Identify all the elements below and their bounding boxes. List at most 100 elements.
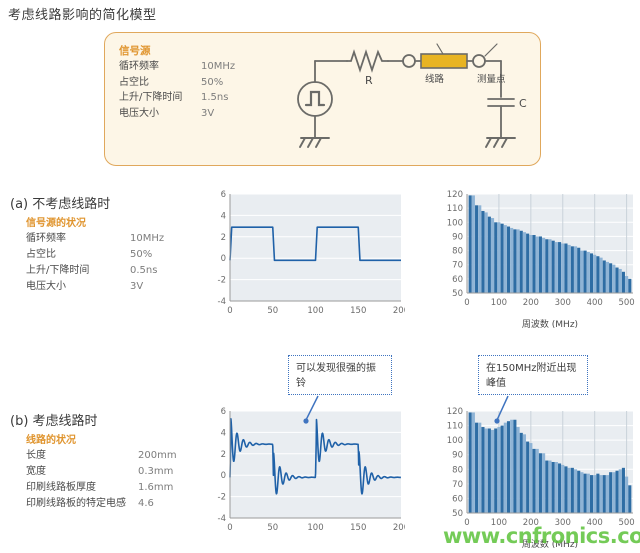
transmission-line-label: 线路 (425, 74, 445, 85)
svg-text:400: 400 (587, 298, 603, 308)
svg-text:100: 100 (447, 218, 463, 228)
svg-text:2: 2 (221, 450, 226, 460)
svg-text:90: 90 (452, 232, 463, 242)
chart-a-waveform: -4 -2 0 2 4 6 0 50 100 150 200 (200, 188, 405, 323)
svg-text:0: 0 (464, 518, 469, 528)
svg-text:70: 70 (452, 261, 463, 271)
svg-text:-2: -2 (218, 276, 226, 286)
section-b-subtitle: 线路的状况 (26, 435, 76, 446)
spec-row: 长度 200mm (26, 448, 177, 464)
svg-text:-4: -4 (218, 514, 226, 524)
svg-text:100: 100 (491, 298, 507, 308)
svg-text:50: 50 (452, 289, 463, 299)
svg-text:80: 80 (452, 247, 463, 257)
svg-text:500: 500 (618, 298, 634, 308)
svg-text:-4: -4 (218, 297, 226, 307)
spec-key: 占空比 (119, 76, 149, 88)
svg-text:60: 60 (452, 494, 463, 504)
section-b-title: (b) 考虑线路时 (10, 414, 98, 429)
capacitor-label: C (519, 97, 527, 110)
spec-value: 0.5ns (130, 265, 158, 276)
svg-text:周波数 (MHz): 周波数 (MHz) (522, 318, 578, 330)
spec-key: 循环频率 (119, 61, 159, 72)
spec-key: 长度 (26, 450, 46, 461)
svg-text:400: 400 (587, 518, 603, 528)
spec-key: 占空比 (26, 249, 56, 260)
section-a-title: (a) 不考虑线路时 (10, 197, 111, 212)
svg-text:4: 4 (221, 211, 226, 221)
spec-row: 电压大小 3V (26, 279, 164, 295)
section-a-spec-list: 循环频率 10MHz 占空比 50% 上升/下降时间 0.5ns 电压大小 3V (26, 231, 164, 295)
svg-text:0: 0 (464, 298, 469, 308)
svg-text:50: 50 (267, 523, 278, 533)
panel-heading: 信号源 (119, 45, 151, 57)
svg-text:100: 100 (307, 306, 323, 316)
svg-text:100: 100 (447, 436, 463, 446)
spec-value: 50% (201, 76, 224, 88)
svg-text:200: 200 (523, 518, 539, 528)
spec-value: 10MHz (201, 61, 236, 72)
svg-text:200: 200 (393, 523, 405, 533)
spec-row: 印刷线路板的特定电感 4.6 (26, 496, 177, 512)
svg-text:300: 300 (555, 298, 571, 308)
spec-value: 1.5ns (201, 92, 229, 103)
svg-text:200: 200 (393, 306, 405, 316)
spec-key: 印刷线路板厚度 (26, 482, 96, 493)
spec-value: 10MHz (130, 233, 165, 244)
chart-b-spectrum: 50 60 70 80 90 100 110 120 0 100 200 300 400 500 周波数 (… (437, 405, 637, 553)
callout-ringing: 可以发现很强的振铃 (288, 355, 392, 395)
svg-text:90: 90 (452, 451, 463, 461)
svg-text:0: 0 (227, 306, 232, 316)
section-a-subtitle: 信号源的状况 (26, 218, 86, 229)
spec-value: 3V (201, 107, 215, 119)
svg-text:0: 0 (221, 254, 226, 264)
svg-text:120: 120 (447, 190, 463, 200)
svg-text:-2: -2 (218, 493, 226, 503)
svg-text:150: 150 (350, 523, 366, 533)
svg-text:100: 100 (491, 518, 507, 528)
spec-row: 占空比 50% (26, 247, 164, 263)
svg-text:110: 110 (447, 204, 463, 214)
svg-text:0: 0 (227, 523, 232, 533)
spec-row: 宽度 0.3mm (26, 464, 177, 480)
spec-key: 上升/下降时间 (119, 92, 183, 103)
pulse-source-icon (297, 81, 333, 117)
spec-row: 电压大小 3V (119, 106, 235, 122)
svg-text:200: 200 (523, 298, 539, 308)
spec-key: 宽度 (26, 466, 46, 477)
spec-value: 50% (130, 249, 153, 260)
spec-value: 200mm (138, 450, 177, 461)
spec-row: 占空比 50% (119, 75, 235, 91)
svg-text:2: 2 (221, 233, 226, 243)
watermark: www.cnfronics.com (443, 524, 640, 548)
spec-row: 循环频率 10MHz (119, 59, 235, 75)
resistor-label: R (365, 74, 373, 87)
svg-text:0: 0 (221, 471, 226, 481)
spec-key: 印刷线路板的特定电感 (26, 498, 126, 509)
spec-row: 循环频率 10MHz (26, 231, 164, 247)
spec-row: 印刷线路板厚度 1.6mm (26, 480, 177, 496)
chart-b-waveform: -4 -2 0 2 4 6 0 50 100 150 200 (200, 405, 405, 540)
spec-value: 1.6mm (138, 482, 174, 493)
circuit-panel: 信号源 循环频率 10MHz 占空比 50% 上升/下降时间 1.5ns 电压大… (104, 32, 541, 166)
svg-text:120: 120 (447, 407, 463, 417)
svg-text:300: 300 (555, 518, 571, 528)
svg-text:500: 500 (618, 518, 634, 528)
circuit-schematic: R C (285, 37, 535, 163)
svg-text:150: 150 (350, 306, 366, 316)
spec-key: 电压大小 (26, 281, 66, 292)
svg-text:6: 6 (221, 407, 226, 417)
svg-text:70: 70 (452, 480, 463, 490)
svg-text:6: 6 (221, 190, 226, 200)
section-b-spec-list: 长度 200mm 宽度 0.3mm 印刷线路板厚度 1.6mm 印刷线路板的特定… (26, 448, 177, 512)
spec-value: 0.3mm (138, 466, 174, 477)
measure-point-label: 测量点 (477, 74, 506, 85)
panel-spec-list: 循环频率 10MHz 占空比 50% 上升/下降时间 1.5ns 电压大小 3V (119, 59, 235, 121)
svg-text:50: 50 (267, 306, 278, 316)
spec-row: 上升/下降时间 0.5ns (26, 263, 164, 279)
svg-text:周波数 (MHz): 周波数 (MHz) (522, 538, 578, 550)
spec-value: 4.6 (138, 498, 154, 509)
svg-text:110: 110 (447, 422, 463, 432)
spec-key: 上升/下降时间 (26, 265, 90, 276)
